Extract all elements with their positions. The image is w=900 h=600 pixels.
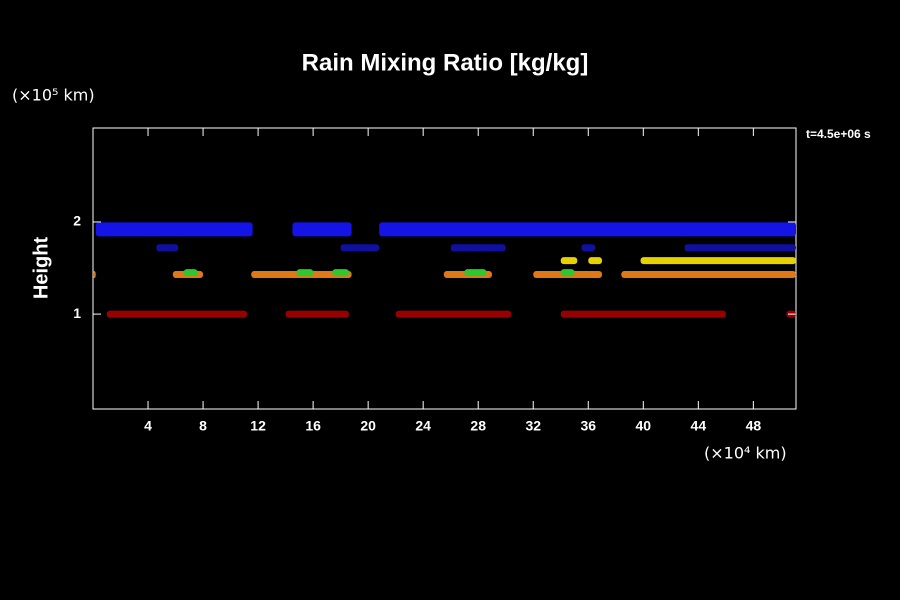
chart-title: Rain Mixing Ratio [kg/kg] xyxy=(302,49,589,76)
x-tick-label: 44 xyxy=(691,418,707,434)
rain-region xyxy=(395,310,512,318)
rain-region xyxy=(379,222,796,237)
time-annotation: t=4.5e+06 s xyxy=(806,127,871,141)
rain-region xyxy=(292,222,352,237)
x-tick-label: 20 xyxy=(360,418,376,434)
x-tick-label: 32 xyxy=(525,418,541,434)
rain-region xyxy=(156,244,179,252)
x-unit: (×10⁴ km) xyxy=(704,444,787,463)
rain-region xyxy=(560,257,578,265)
x-tick-label: 8 xyxy=(199,418,207,434)
x-tick-label: 36 xyxy=(580,418,596,434)
y-tick-label: 1 xyxy=(73,305,81,321)
x-tick-label: 24 xyxy=(415,418,431,434)
x-tick-label: 28 xyxy=(470,418,486,434)
rain-region xyxy=(621,270,796,278)
x-tick-label: 48 xyxy=(746,418,762,434)
x-tick-label: 40 xyxy=(636,418,652,434)
x-tick-label: 4 xyxy=(144,418,152,434)
x-tick-label: 16 xyxy=(305,418,321,434)
rain-region xyxy=(106,310,248,318)
rain-region xyxy=(332,269,349,277)
plot-frame xyxy=(92,127,797,410)
rain-region xyxy=(93,270,96,278)
rain-region xyxy=(183,269,198,277)
rain-region xyxy=(684,244,796,252)
y-tick-label: 2 xyxy=(73,213,81,229)
rain-region xyxy=(588,257,603,265)
rain-region xyxy=(296,269,314,277)
rain-region xyxy=(560,269,575,277)
rain-region xyxy=(450,244,506,252)
rain-region xyxy=(581,244,596,252)
rain-region xyxy=(95,222,253,237)
x-tick-label: 12 xyxy=(250,418,266,434)
rain-region xyxy=(640,257,796,265)
rain-region xyxy=(464,269,487,277)
y-unit: (×10⁵ km) xyxy=(12,86,95,105)
rain-region xyxy=(285,310,349,318)
y-axis-label: Height xyxy=(30,237,52,300)
rain-region xyxy=(560,310,726,318)
rain-region xyxy=(340,244,380,252)
